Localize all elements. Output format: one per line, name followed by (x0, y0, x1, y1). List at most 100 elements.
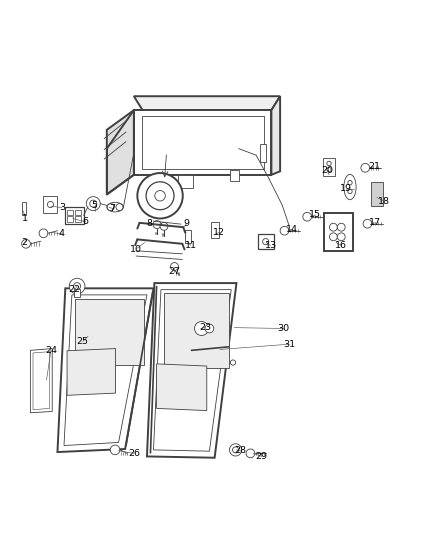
Bar (43, 196, 57, 213)
Bar (142, 116, 264, 169)
Bar (258, 234, 274, 249)
Text: 20: 20 (321, 166, 333, 175)
Circle shape (327, 167, 331, 172)
Text: 30: 30 (278, 324, 290, 333)
Circle shape (47, 201, 53, 207)
Text: 26: 26 (128, 449, 140, 458)
Bar (177, 175, 193, 188)
Polygon shape (107, 110, 134, 195)
Circle shape (107, 204, 114, 211)
Bar (65, 207, 84, 224)
Circle shape (116, 204, 123, 211)
Bar (230, 171, 239, 181)
Text: 12: 12 (213, 228, 225, 237)
Circle shape (348, 189, 352, 193)
Polygon shape (147, 283, 237, 458)
Circle shape (246, 449, 255, 458)
Text: 29: 29 (256, 452, 268, 461)
Bar (75, 216, 81, 222)
Text: 8: 8 (146, 219, 152, 228)
Text: 21: 21 (368, 163, 380, 172)
Circle shape (230, 444, 242, 456)
Circle shape (74, 282, 81, 289)
Bar (67, 216, 73, 222)
Circle shape (110, 445, 120, 455)
Circle shape (205, 324, 214, 333)
Circle shape (233, 447, 239, 453)
Circle shape (21, 239, 30, 248)
Text: 4: 4 (59, 229, 65, 238)
Circle shape (363, 220, 372, 228)
Polygon shape (30, 349, 52, 413)
Text: 13: 13 (265, 241, 276, 250)
Circle shape (170, 263, 178, 270)
Circle shape (327, 161, 331, 166)
Circle shape (361, 164, 370, 172)
Polygon shape (75, 299, 144, 365)
Bar (134, 110, 272, 175)
Polygon shape (33, 352, 49, 410)
Polygon shape (134, 96, 280, 110)
Polygon shape (164, 293, 229, 368)
Circle shape (348, 181, 352, 185)
Text: 19: 19 (339, 184, 352, 193)
Text: 14: 14 (286, 225, 298, 234)
Circle shape (337, 233, 345, 241)
Polygon shape (272, 96, 280, 175)
Text: 27: 27 (169, 267, 180, 276)
Text: 11: 11 (185, 241, 197, 250)
Bar (323, 158, 335, 176)
Ellipse shape (344, 174, 356, 200)
Text: 1: 1 (22, 214, 28, 223)
Text: 15: 15 (309, 211, 321, 220)
Text: 17: 17 (369, 219, 381, 228)
Circle shape (263, 239, 269, 245)
Bar (185, 230, 191, 243)
Circle shape (86, 197, 100, 211)
Polygon shape (64, 295, 147, 446)
Bar (67, 210, 73, 215)
Text: 31: 31 (283, 340, 295, 349)
Text: 25: 25 (77, 337, 89, 346)
Text: 2: 2 (22, 238, 28, 247)
Text: 22: 22 (68, 285, 80, 294)
Polygon shape (156, 364, 207, 410)
Circle shape (160, 222, 168, 230)
Text: 7: 7 (109, 204, 115, 213)
Circle shape (280, 227, 289, 235)
Circle shape (329, 223, 337, 231)
Circle shape (138, 173, 183, 219)
Text: 9: 9 (183, 219, 189, 228)
Circle shape (69, 278, 85, 294)
Bar (74, 289, 80, 297)
Circle shape (155, 190, 165, 201)
Bar (324, 213, 353, 251)
Text: 5: 5 (92, 201, 98, 210)
Circle shape (90, 200, 97, 207)
Circle shape (230, 360, 236, 365)
Circle shape (337, 223, 345, 231)
Text: 23: 23 (199, 323, 211, 332)
Bar (371, 182, 383, 206)
Bar (75, 210, 81, 215)
Circle shape (194, 321, 208, 335)
Bar (211, 222, 219, 238)
Circle shape (153, 221, 161, 229)
Polygon shape (57, 288, 153, 452)
Text: 18: 18 (378, 197, 390, 206)
Text: 3: 3 (59, 203, 65, 212)
Text: 10: 10 (130, 245, 142, 254)
Text: 6: 6 (83, 217, 89, 227)
Polygon shape (67, 349, 116, 395)
Circle shape (39, 229, 48, 238)
Circle shape (146, 182, 174, 210)
Bar (261, 144, 266, 161)
Text: 16: 16 (335, 241, 347, 250)
Text: 24: 24 (45, 346, 57, 355)
Polygon shape (153, 289, 231, 451)
Ellipse shape (107, 203, 124, 212)
Bar (21, 202, 26, 215)
Circle shape (329, 233, 337, 241)
Text: 28: 28 (234, 446, 246, 455)
Circle shape (303, 212, 311, 221)
